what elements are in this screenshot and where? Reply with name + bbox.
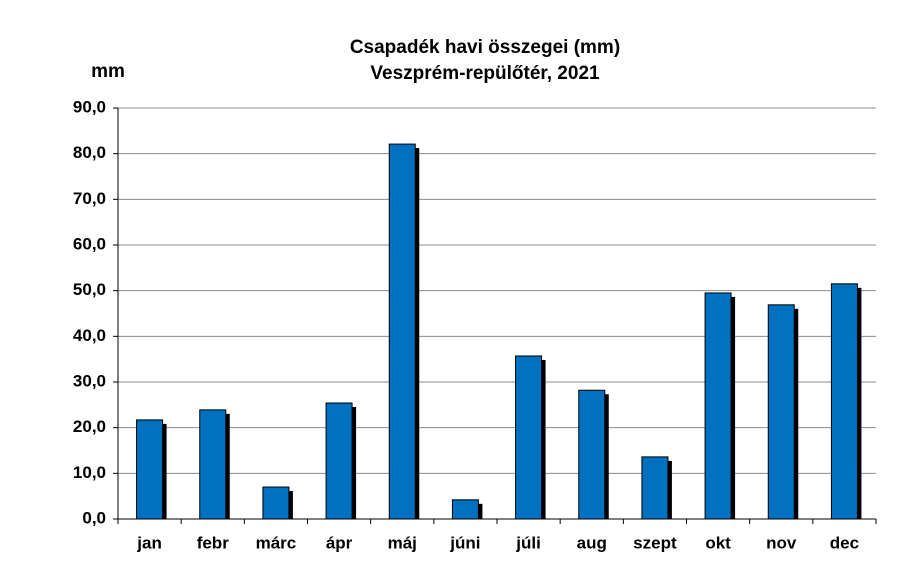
y-tick-label: 10,0 (73, 463, 106, 482)
y-tick-label: 40,0 (73, 326, 106, 345)
x-tick-label: máj (388, 533, 417, 552)
bar (704, 292, 732, 520)
x-tick-label: júli (515, 533, 541, 552)
bar (451, 499, 479, 520)
bar (515, 355, 543, 520)
x-tick-label: ápr (326, 533, 353, 552)
x-tick-label: jan (136, 533, 162, 552)
bar (767, 304, 795, 520)
y-tick-label: 0,0 (82, 508, 106, 527)
y-tick-label: 20,0 (73, 417, 106, 436)
y-tick-label: 60,0 (73, 234, 106, 253)
y-tick-label: 90,0 (73, 97, 106, 116)
x-tick-label: dec (830, 533, 859, 552)
x-tick-label: okt (705, 533, 731, 552)
bar (578, 389, 606, 520)
y-tick-label: 70,0 (73, 189, 106, 208)
y-tick-label: 30,0 (73, 371, 106, 390)
bar (325, 402, 353, 520)
x-tick-label: júni (449, 533, 480, 552)
x-tick-label: márc (256, 533, 297, 552)
bar (641, 456, 669, 520)
x-tick-label: nov (766, 533, 797, 552)
y-tick-label: 50,0 (73, 280, 106, 299)
bar (262, 486, 290, 520)
bar (388, 143, 416, 520)
x-tick-label: szept (633, 533, 677, 552)
bar (136, 419, 164, 520)
bar (830, 283, 858, 520)
chart-title: Csapadék havi összegei (mm) (350, 37, 620, 58)
y-axis-label: mm (91, 61, 125, 82)
chart-subtitle: Veszprém-repülőtér, 2021 (370, 63, 600, 84)
x-tick-label: febr (197, 533, 230, 552)
x-tick-label: aug (577, 533, 607, 552)
bar (199, 409, 227, 520)
y-tick-label: 80,0 (73, 143, 106, 162)
